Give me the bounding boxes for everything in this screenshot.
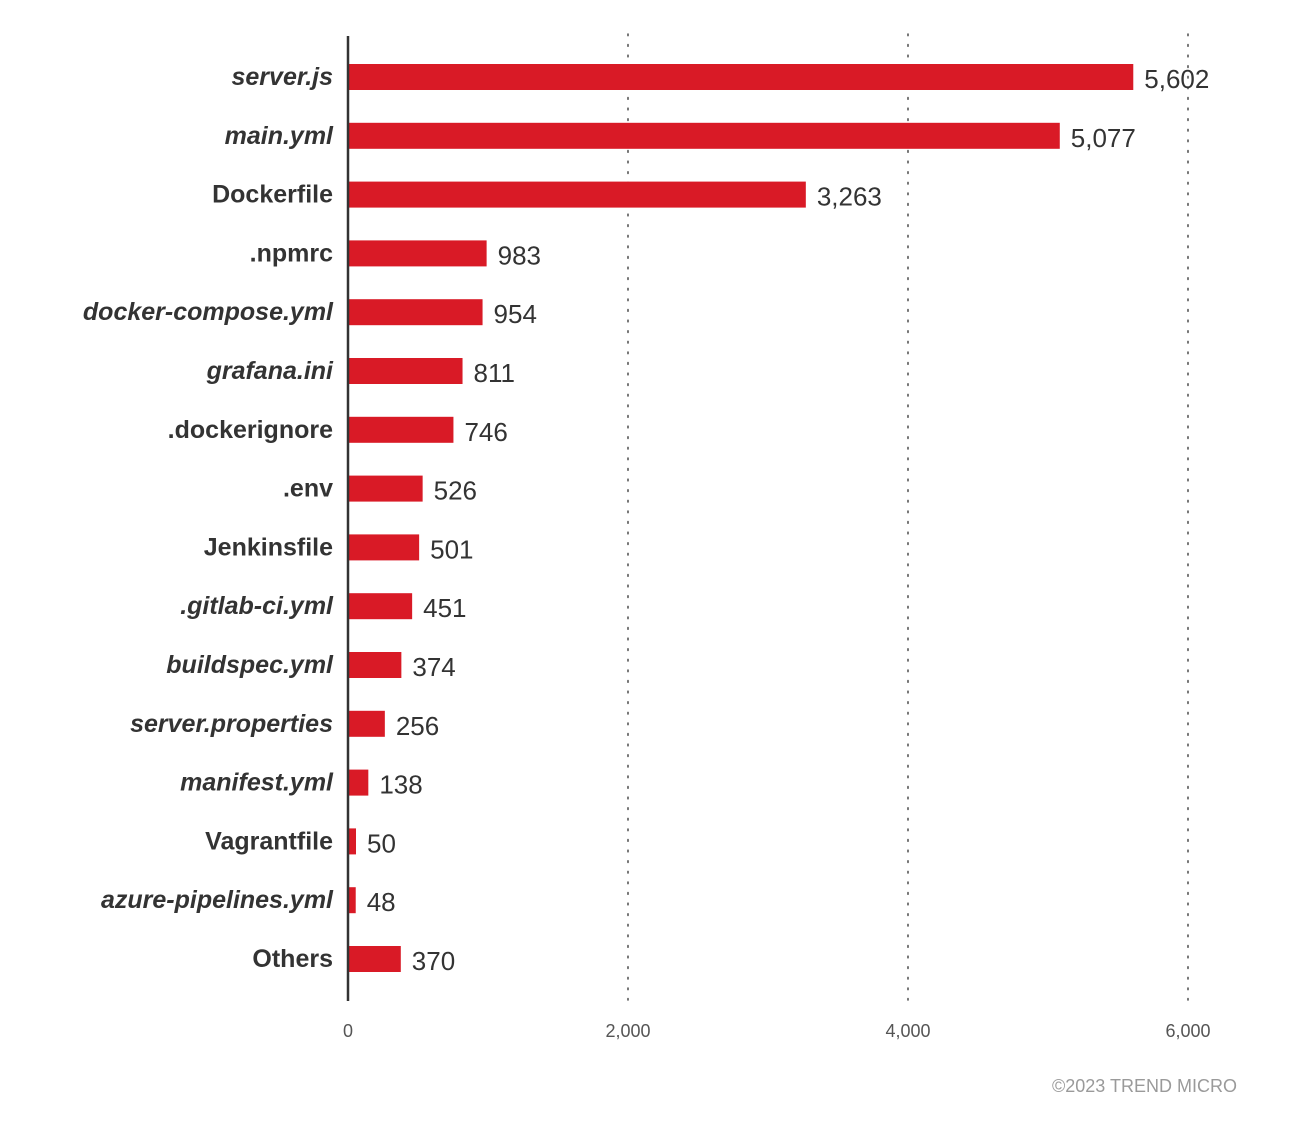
value-label-manifest-yml: 138	[379, 770, 422, 800]
category-label-grafana-ini: grafana.ini	[206, 357, 334, 385]
value-label-env: 526	[434, 476, 477, 506]
bar-npmrc	[349, 240, 487, 267]
category-label-manifest-yml: manifest.yml	[180, 769, 334, 797]
category-labels: server.js main.yml Dockerfile .npmrc docker-…	[83, 63, 334, 973]
value-label-docker-compose-yml: 954	[494, 299, 537, 329]
bar-manifest-yml	[349, 769, 369, 796]
bar-grafana-ini	[349, 358, 463, 384]
bar-dockerfile	[349, 181, 806, 208]
category-label-env: .env	[283, 475, 333, 503]
category-label-dockerfile: Dockerfile	[212, 181, 333, 209]
value-label-server-js: 5,602	[1144, 64, 1209, 94]
x-tick-label-4000: 4,000	[885, 1021, 930, 1041]
credit-text: ©2023 TREND MICRO	[1052, 1076, 1237, 1096]
value-label-azure-pipelines-yml: 48	[367, 887, 396, 917]
bar-gitlab-ci-yml	[349, 593, 413, 620]
value-label-others: 370	[412, 946, 455, 976]
value-label-grafana-ini: 811	[474, 358, 515, 388]
category-label-dockerignore: .dockerignore	[168, 416, 333, 444]
bar-dockerignore	[349, 416, 454, 443]
category-label-vagrantfile: Vagrantfile	[205, 827, 333, 855]
category-label-docker-compose-yml: docker-compose.yml	[83, 298, 334, 326]
category-label-azure-pipelines-yml: azure-pipelines.yml	[101, 886, 334, 914]
category-label-npmrc: .npmrc	[250, 239, 333, 267]
category-label-others: Others	[252, 945, 333, 973]
category-label-main-yml: main.yml	[225, 122, 334, 150]
x-tick-label-6000: 6,000	[1165, 1021, 1210, 1041]
bar-server-properties	[349, 710, 385, 737]
value-label-buildspec-yml: 374	[412, 652, 455, 682]
bar-buildspec-yml	[349, 652, 402, 678]
category-label-gitlab-ci-yml: .gitlab-ci.yml	[180, 592, 334, 620]
value-labels: 5,602 5,077 3,263 983 954 811 746 526 501 451 374 2…	[367, 64, 1210, 976]
value-label-dockerignore: 746	[464, 417, 507, 447]
bar-azure-pipelines-yml	[349, 887, 356, 914]
bar-jenkinsfile	[349, 534, 420, 561]
value-label-server-properties: 256	[396, 711, 439, 741]
category-label-jenkinsfile: Jenkinsfile	[204, 533, 333, 561]
category-label-server-properties: server.properties	[130, 710, 333, 738]
x-tick-label-2000: 2,000	[605, 1021, 650, 1041]
bar-env	[349, 475, 423, 502]
value-label-jenkinsfile: 501	[430, 534, 473, 564]
x-axis-ticks: 0 2,000 4,000 6,000	[343, 1021, 1211, 1041]
category-label-server-js: server.js	[232, 63, 334, 91]
value-label-main-yml: 5,077	[1071, 123, 1136, 153]
gridlines	[627, 33, 1189, 1001]
bars	[349, 64, 1134, 972]
x-tick-label-0: 0	[343, 1021, 353, 1041]
category-label-buildspec-yml: buildspec.yml	[166, 651, 334, 679]
value-label-dockerfile: 3,263	[817, 182, 882, 212]
bar-docker-compose-yml	[349, 299, 483, 326]
value-label-vagrantfile: 50	[367, 828, 396, 858]
value-label-npmrc: 983	[498, 240, 541, 270]
bar-vagrantfile	[349, 828, 356, 855]
bar-others	[349, 946, 401, 972]
bar-server-js	[349, 64, 1134, 90]
value-label-gitlab-ci-yml: 451	[423, 593, 466, 623]
bar-main-yml	[349, 122, 1060, 149]
